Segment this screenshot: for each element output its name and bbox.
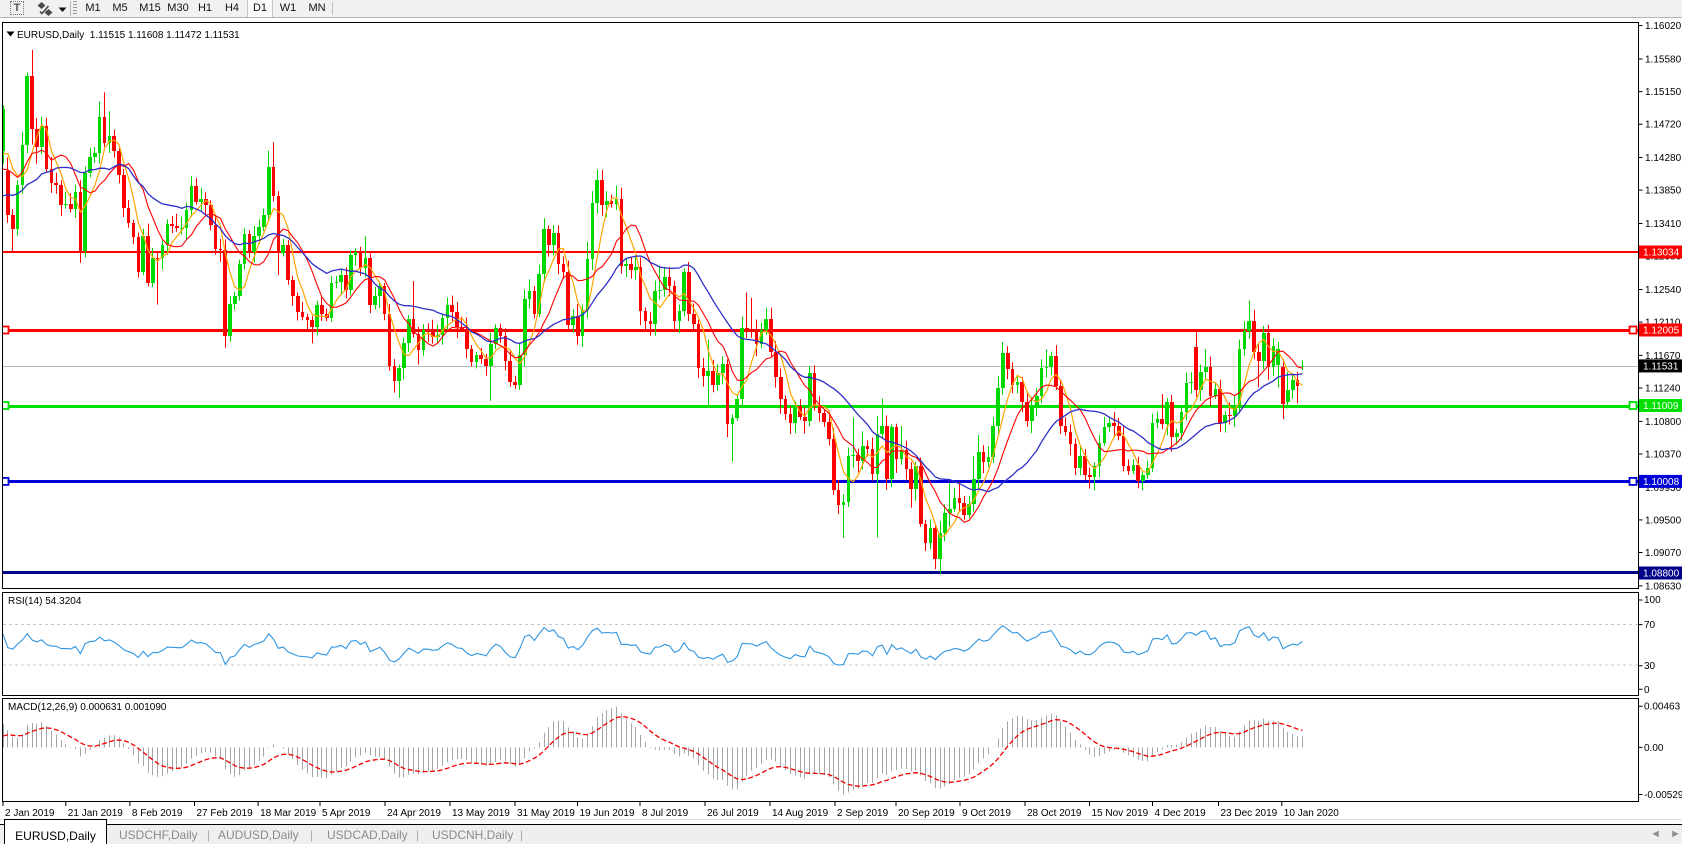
svg-text:10 Jan 2020: 10 Jan 2020 [1284, 808, 1339, 819]
svg-text:26 Jul 2019: 26 Jul 2019 [707, 808, 759, 819]
svg-text:28 Oct 2019: 28 Oct 2019 [1027, 808, 1082, 819]
svg-text:100: 100 [1644, 595, 1661, 606]
svg-text:1.11670: 1.11670 [1645, 351, 1681, 362]
svg-text:1.13850: 1.13850 [1645, 186, 1682, 197]
svg-text:70: 70 [1644, 620, 1656, 631]
svg-text:1.16020: 1.16020 [1645, 21, 1682, 32]
svg-text:19 Jun 2019: 19 Jun 2019 [580, 808, 635, 819]
svg-text:RSI(14) 54.3204: RSI(14) 54.3204 [8, 596, 82, 607]
svg-text:MACD(12,26,9) 0.000631 0.00109: MACD(12,26,9) 0.000631 0.001090 [8, 702, 167, 713]
svg-text:-0.005299: -0.005299 [1644, 790, 1682, 801]
svg-text:1.15150: 1.15150 [1645, 87, 1682, 98]
svg-text:1.11009: 1.11009 [1643, 401, 1679, 412]
svg-text:15 Nov 2019: 15 Nov 2019 [1092, 808, 1149, 819]
svg-text:1.12110: 1.12110 [1645, 318, 1681, 329]
svg-text:31 May 2019: 31 May 2019 [517, 808, 575, 819]
svg-text:2 Jan 2019: 2 Jan 2019 [5, 808, 55, 819]
svg-text:0: 0 [1644, 685, 1650, 696]
svg-text:1.12540: 1.12540 [1645, 285, 1682, 296]
svg-text:8 Jul 2019: 8 Jul 2019 [642, 808, 689, 819]
svg-text:1.10008: 1.10008 [1643, 477, 1680, 488]
svg-text:1.13410: 1.13410 [1645, 219, 1682, 230]
svg-text:9 Oct 2019: 9 Oct 2019 [962, 808, 1011, 819]
svg-text:1.13034: 1.13034 [1643, 248, 1680, 259]
svg-text:1.15580: 1.15580 [1645, 55, 1682, 66]
svg-text:18 Mar 2019: 18 Mar 2019 [260, 808, 317, 819]
svg-text:1.12005: 1.12005 [1643, 326, 1680, 337]
svg-text:1.14280: 1.14280 [1645, 153, 1682, 164]
svg-text:1.09930: 1.09930 [1645, 483, 1682, 494]
svg-text:EURUSD,Daily 1.11515 1.11608: EURUSD,Daily 1.11515 1.11608 1.11472 1.1… [17, 30, 240, 41]
svg-text:0.00: 0.00 [1644, 743, 1664, 754]
svg-text:1.14720: 1.14720 [1645, 120, 1682, 131]
svg-text:8 Feb 2019: 8 Feb 2019 [132, 808, 183, 819]
svg-text:5 Apr 2019: 5 Apr 2019 [322, 808, 371, 819]
svg-text:1.11531: 1.11531 [1643, 361, 1679, 372]
svg-text:1.08630: 1.08630 [1645, 581, 1682, 592]
svg-text:27 Feb 2019: 27 Feb 2019 [197, 808, 254, 819]
svg-text:1.08800: 1.08800 [1643, 569, 1680, 580]
svg-text:0.00463: 0.00463 [1644, 702, 1681, 713]
svg-text:4 Dec 2019: 4 Dec 2019 [1155, 808, 1207, 819]
svg-text:23 Dec 2019: 23 Dec 2019 [1221, 808, 1278, 819]
svg-text:1.09500: 1.09500 [1645, 515, 1682, 526]
svg-text:14 Aug 2019: 14 Aug 2019 [772, 808, 829, 819]
svg-text:1.10370: 1.10370 [1645, 450, 1682, 461]
svg-text:1.11240: 1.11240 [1645, 384, 1681, 395]
svg-text:13 May 2019: 13 May 2019 [452, 808, 510, 819]
svg-text:20 Sep 2019: 20 Sep 2019 [898, 808, 955, 819]
svg-text:21 Jan 2019: 21 Jan 2019 [68, 808, 123, 819]
svg-text:1.09070: 1.09070 [1645, 548, 1682, 559]
svg-text:24 Apr 2019: 24 Apr 2019 [387, 808, 441, 819]
svg-text:30: 30 [1644, 661, 1656, 672]
svg-text:1.10800: 1.10800 [1645, 417, 1682, 428]
svg-text:2 Sep 2019: 2 Sep 2019 [837, 808, 889, 819]
